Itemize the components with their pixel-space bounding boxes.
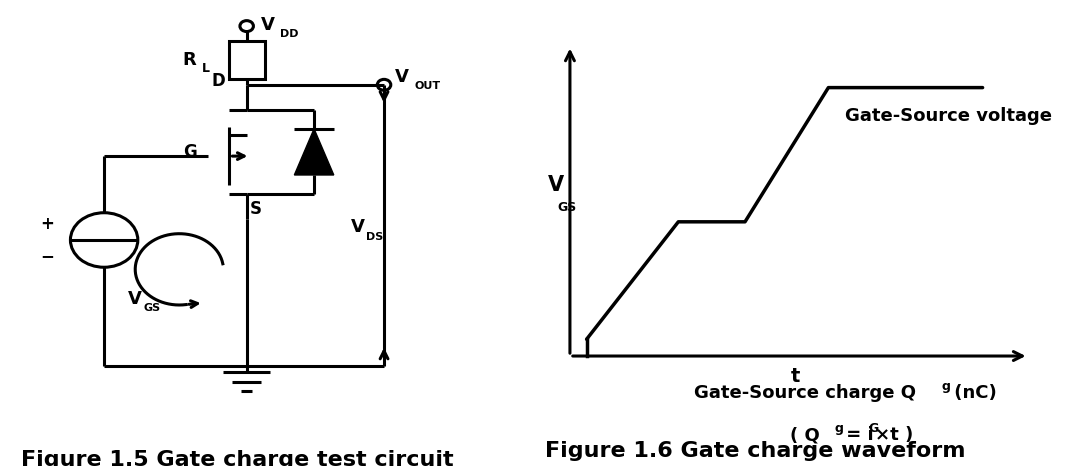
Text: V: V bbox=[261, 16, 275, 34]
Text: = i: = i bbox=[840, 426, 874, 445]
Text: Gate-Source voltage: Gate-Source voltage bbox=[845, 107, 1052, 124]
Text: g: g bbox=[835, 422, 843, 435]
Text: V: V bbox=[548, 176, 564, 195]
Text: G: G bbox=[183, 143, 197, 161]
Text: OUT: OUT bbox=[414, 81, 441, 91]
Text: V: V bbox=[129, 290, 143, 308]
Text: +: + bbox=[40, 215, 54, 233]
Polygon shape bbox=[295, 129, 334, 175]
Text: S: S bbox=[249, 199, 261, 218]
Text: ×t ): ×t ) bbox=[875, 426, 913, 445]
Text: GS: GS bbox=[144, 303, 161, 313]
Text: ( Q: ( Q bbox=[789, 426, 820, 445]
Text: DD: DD bbox=[281, 28, 299, 39]
Text: DS: DS bbox=[366, 232, 383, 242]
Text: Figure 1.6 Gate charge waveform: Figure 1.6 Gate charge waveform bbox=[545, 441, 966, 461]
Text: Gate-Source charge Q: Gate-Source charge Q bbox=[693, 384, 916, 403]
Text: (nC): (nC) bbox=[948, 384, 997, 403]
Text: R: R bbox=[183, 51, 197, 69]
Text: L: L bbox=[202, 62, 211, 75]
Text: t: t bbox=[791, 367, 799, 386]
Text: D: D bbox=[212, 72, 225, 89]
Text: V: V bbox=[351, 219, 365, 236]
Text: g: g bbox=[942, 380, 950, 393]
Text: V: V bbox=[394, 68, 408, 86]
Text: −: − bbox=[40, 247, 54, 265]
Bar bbox=[229, 41, 265, 79]
Text: Figure 1.5 Gate charge test circuit: Figure 1.5 Gate charge test circuit bbox=[22, 450, 454, 466]
Text: GS: GS bbox=[557, 201, 577, 214]
Text: G: G bbox=[868, 422, 878, 435]
